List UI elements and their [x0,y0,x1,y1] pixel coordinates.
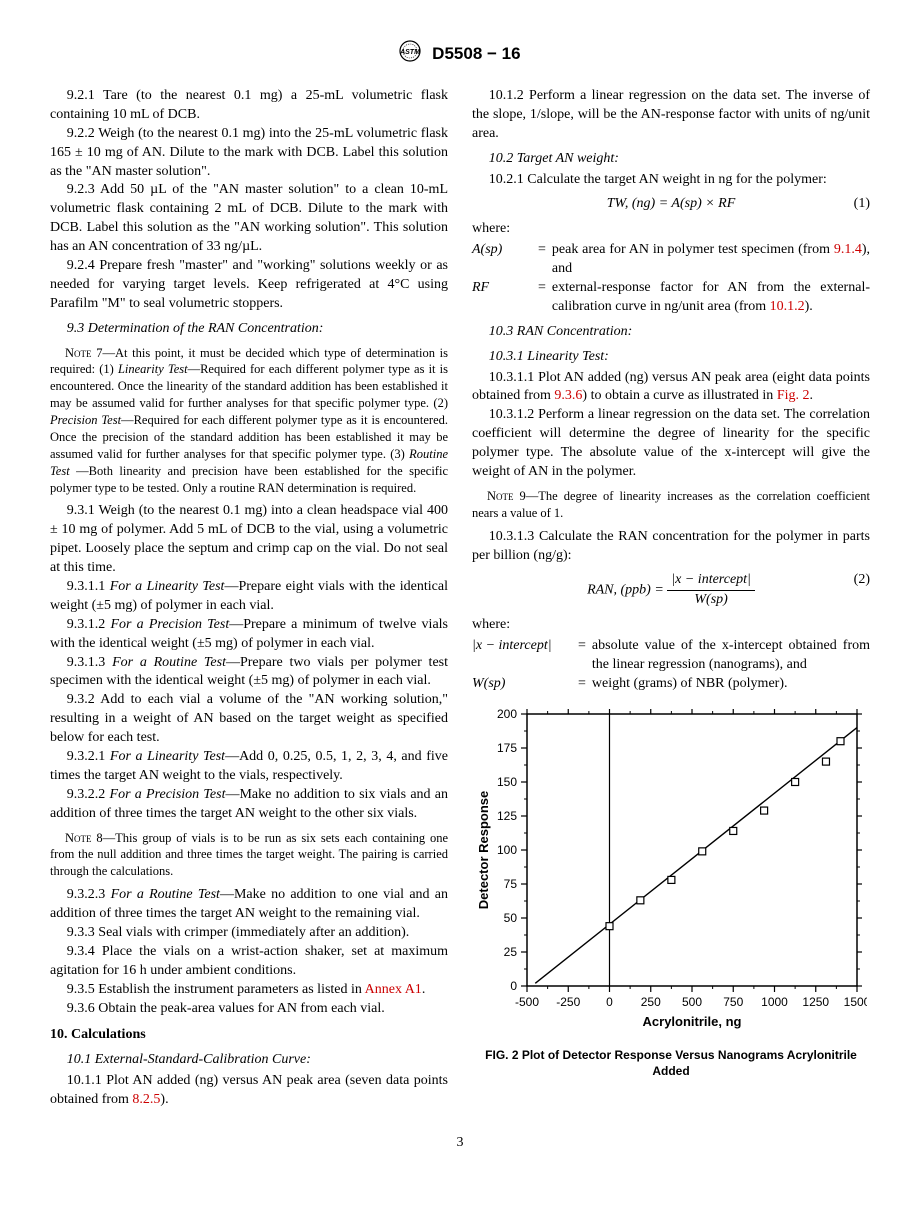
figure-2: -500 -250 0 250 500 750 1000 1250 1500 0 25 50 75 100… [472,704,870,1079]
body-columns: 9.2.1 Tare (to the nearest 0.1 mg) a 25-… [50,87,870,1110]
svg-text:Detector Response: Detector Response [476,790,491,908]
equation-1: TW, (ng) = A(sp) × RF(1) [472,195,870,214]
equation-2: RAN, (ppb) = |x − intercept|W(sp) (2) [472,571,870,610]
note-7: Note 7—At this point, it must be decided… [50,345,448,497]
para-9-3-1-3: 9.3.1.3 For a Routine Test—Prepare two v… [50,654,448,692]
svg-text:150: 150 [497,775,517,789]
svg-text:-250: -250 [556,995,580,1009]
section-10-3: 10.3 RAN Concentration: [472,323,870,342]
svg-text:25: 25 [504,945,518,959]
svg-text:500: 500 [682,995,702,1009]
where-2: where: [472,616,870,635]
definition-list-2: |x − intercept|=absolute value of the x-… [472,637,870,694]
para-9-3-2-3: 9.3.2.3 For a Routine Test—Make no addit… [50,886,448,924]
link-annex-a1[interactable]: Annex A1 [365,982,422,997]
svg-text:0: 0 [510,979,517,993]
para-9-3-1: 9.3.1 Weigh (to the nearest 0.1 mg) into… [50,502,448,578]
link-10-1-2[interactable]: 10.1.2 [770,299,805,314]
svg-text:125: 125 [497,809,517,823]
where-1: where: [472,220,870,239]
para-9-3-1-2: 9.3.1.2 For a Precision Test—Prepare a m… [50,616,448,654]
svg-text:175: 175 [497,741,517,755]
para-9-3-2: 9.3.2 Add to each vial a volume of the "… [50,691,448,748]
para-9-3-6: 9.3.6 Obtain the peak-area values for AN… [50,1000,448,1019]
para-10-3-1-3: 10.3.1.3 Calculate the RAN concentration… [472,528,870,566]
para-9-3-1-1: 9.3.1.1 For a Linearity Test—Prepare eig… [50,578,448,616]
page-number: 3 [50,1134,870,1153]
svg-text:50: 50 [504,911,518,925]
svg-text:1250: 1250 [802,995,829,1009]
svg-text:0: 0 [606,995,613,1009]
para-9-3-4: 9.3.4 Place the vials on a wrist-action … [50,943,448,981]
section-10-2: 10.2 Target AN weight: [472,150,870,169]
para-10-1-1: 10.1.1 Plot AN added (ng) versus AN peak… [50,1072,448,1110]
svg-text:75: 75 [504,877,518,891]
svg-text:1000: 1000 [761,995,788,1009]
link-9-1-4[interactable]: 9.1.4 [834,242,862,257]
para-9-2-2: 9.2.2 Weigh (to the nearest 0.1 mg) into… [50,125,448,182]
para-9-2-1: 9.2.1 Tare (to the nearest 0.1 mg) a 25-… [50,87,448,125]
note-8: Note 8—This group of vials is to be run … [50,830,448,881]
section-10-3-1: 10.3.1 Linearity Test: [472,348,870,367]
svg-text:1500: 1500 [844,995,867,1009]
section-9-3: 9.3 Determination of the RAN Concentrati… [50,320,448,339]
link-8-2-5[interactable]: 8.2.5 [132,1092,160,1107]
para-9-3-5: 9.3.5 Establish the instrument parameter… [50,981,448,1000]
definition-list-1: A(sp)=peak area for AN in polymer test s… [472,241,870,317]
para-9-3-2-1: 9.3.2.1 For a Linearity Test—Add 0, 0.25… [50,748,448,786]
para-9-3-2-2: 9.3.2.2 For a Precision Test—Make no add… [50,786,448,824]
svg-text:200: 200 [497,707,517,721]
link-fig-2[interactable]: Fig. 2 [777,388,810,403]
para-10-3-1-1: 10.3.1.1 Plot AN added (ng) versus AN pe… [472,369,870,407]
para-10-2-1: 10.2.1 Calculate the target AN weight in… [472,171,870,190]
note-9: Note 9—The degree of linearity increases… [472,488,870,522]
para-9-2-4: 9.2.4 Prepare fresh "master" and "workin… [50,257,448,314]
chart-svg: -500 -250 0 250 500 750 1000 1250 1500 0 25 50 75 100… [472,704,867,1034]
figure-2-caption: FIG. 2 Plot of Detector Response Versus … [472,1047,870,1079]
para-9-2-3: 9.2.3 Add 50 µL of the "AN master soluti… [50,181,448,257]
para-10-1-2: 10.1.2 Perform a linear regression on th… [472,87,870,144]
svg-text:Acrylonitrile, ng: Acrylonitrile, ng [643,1014,742,1029]
svg-text:ASTM: ASTM [400,49,421,56]
page-header: ASTM D5508 − 16 [50,40,870,69]
link-9-3-6[interactable]: 9.3.6 [554,388,582,403]
svg-text:100: 100 [497,843,517,857]
designation: D5508 − 16 [432,44,520,63]
section-10-1: 10.1 External-Standard-Calibration Curve… [50,1051,448,1070]
para-9-3-3: 9.3.3 Seal vials with crimper (immediate… [50,924,448,943]
para-10-3-1-2: 10.3.1.2 Perform a linear regression on … [472,406,870,482]
svg-text:250: 250 [641,995,661,1009]
astm-logo: ASTM [399,40,421,69]
svg-text:750: 750 [723,995,743,1009]
section-10: 10. Calculations [50,1026,448,1045]
svg-text:-500: -500 [515,995,539,1009]
